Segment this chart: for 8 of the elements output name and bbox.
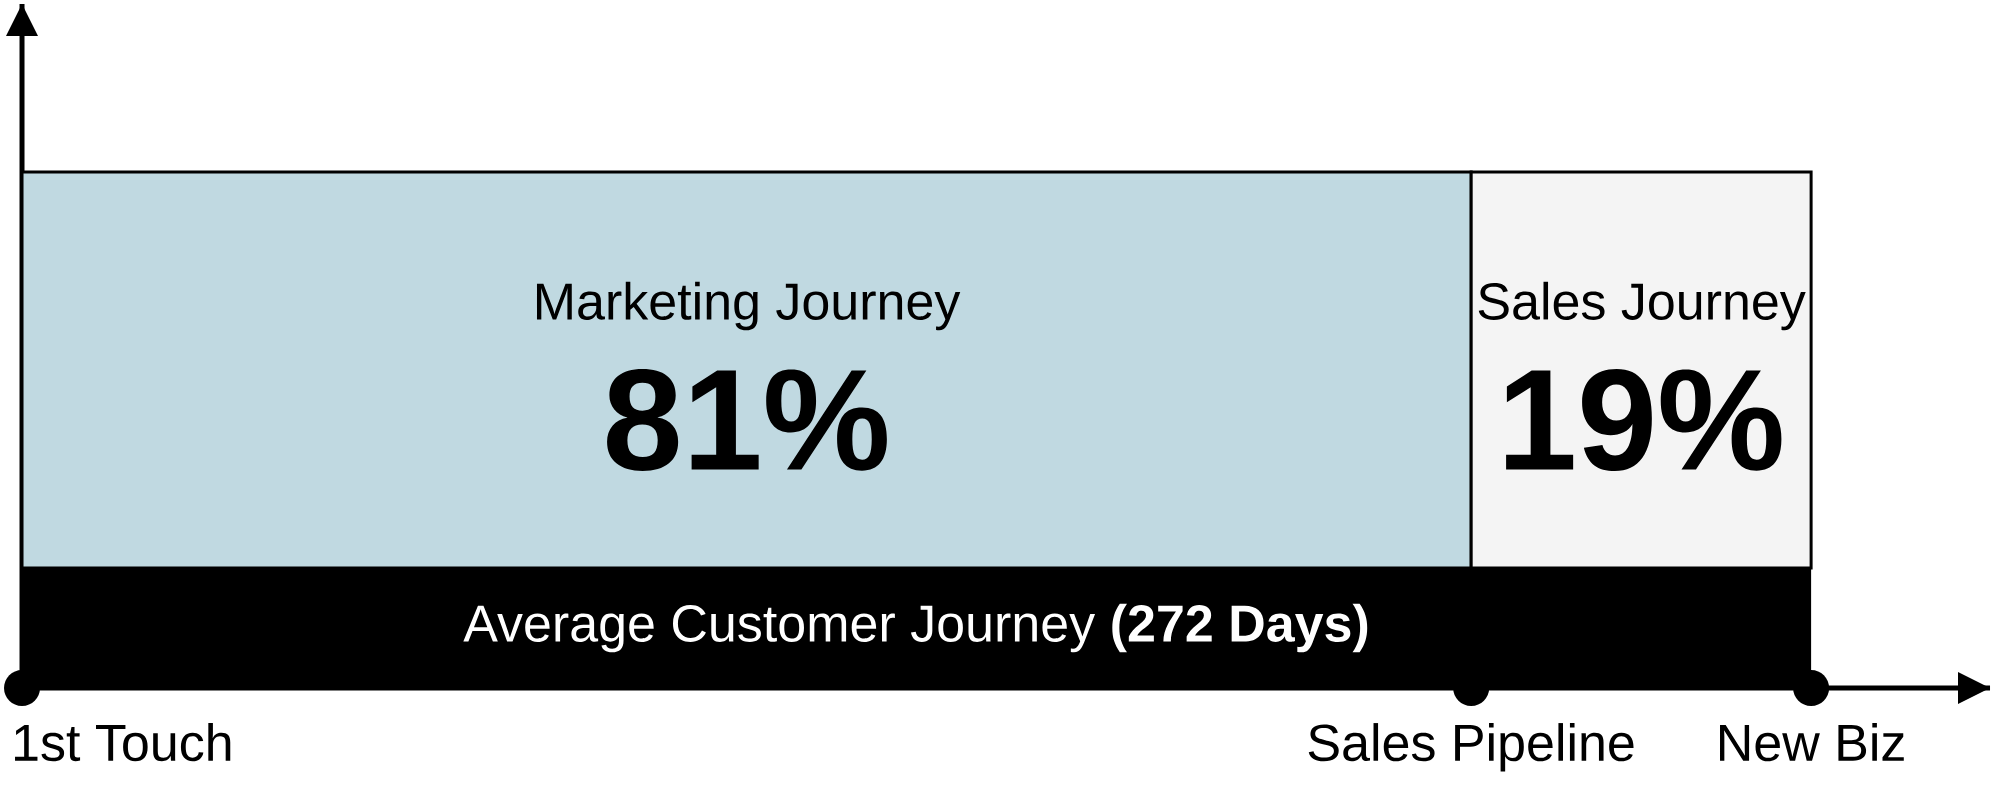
text: 1st Touch bbox=[15, 723, 231, 762]
series-label: Sales Journey bbox=[1478, 281, 1806, 331]
text: Sales Pipeline bbox=[1308, 723, 1634, 772]
text: Average Customer Journey (272 Days) bbox=[463, 603, 1368, 653]
data-label: 19% bbox=[1506, 369, 1782, 471]
text: New Biz bbox=[1720, 723, 1904, 762]
data-label: 81% bbox=[607, 369, 887, 471]
series-label: Marketing Journey bbox=[536, 281, 961, 331]
